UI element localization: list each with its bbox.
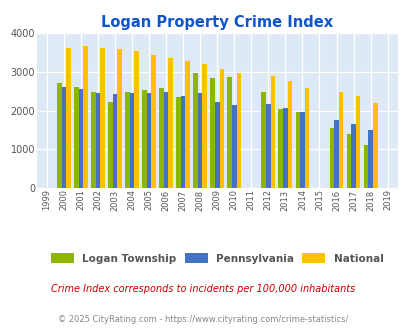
Bar [134, 51, 139, 188]
Bar [214, 102, 219, 188]
Title: Logan Property Crime Index: Logan Property Crime Index [101, 16, 333, 30]
Bar [57, 83, 62, 188]
Text: © 2025 CityRating.com - https://www.cityrating.com/crime-statistics/: © 2025 CityRating.com - https://www.city… [58, 315, 347, 324]
Bar [236, 73, 241, 188]
Bar [193, 73, 197, 188]
Bar [338, 92, 343, 188]
Bar [129, 93, 134, 188]
Bar [363, 146, 367, 188]
Bar [62, 87, 66, 188]
Bar [231, 105, 236, 188]
Bar [350, 124, 355, 188]
Bar [299, 112, 304, 188]
Bar [329, 128, 333, 188]
Bar [168, 58, 173, 188]
Bar [265, 104, 270, 188]
Bar [346, 134, 350, 188]
Bar [197, 93, 202, 188]
Bar [202, 64, 207, 188]
Bar [295, 112, 299, 188]
Bar [159, 88, 163, 188]
Bar [282, 108, 287, 188]
Bar [185, 60, 190, 188]
Bar [180, 96, 185, 188]
Bar [210, 78, 214, 188]
Bar [227, 77, 231, 188]
Text: Crime Index corresponds to incidents per 100,000 inhabitants: Crime Index corresponds to incidents per… [51, 284, 354, 294]
Bar [117, 49, 121, 188]
Bar [176, 97, 180, 188]
Bar [78, 89, 83, 188]
Bar [142, 90, 146, 188]
Bar [261, 92, 265, 188]
Bar [74, 87, 78, 188]
Bar [270, 77, 275, 188]
Bar [91, 92, 95, 188]
Bar [66, 48, 70, 188]
Bar [367, 130, 372, 188]
Bar [278, 109, 282, 188]
Bar [100, 48, 104, 188]
Bar [287, 81, 292, 188]
Bar [355, 96, 360, 188]
Bar [125, 91, 129, 188]
Bar [333, 120, 338, 188]
Bar [304, 88, 309, 188]
Bar [112, 94, 117, 188]
Bar [108, 102, 112, 188]
Bar [151, 55, 156, 188]
Legend: Logan Township, Pennsylvania, National: Logan Township, Pennsylvania, National [47, 249, 387, 268]
Bar [219, 69, 224, 188]
Bar [372, 103, 377, 188]
Bar [83, 46, 87, 188]
Bar [146, 93, 151, 188]
Bar [163, 92, 168, 188]
Bar [95, 93, 100, 188]
